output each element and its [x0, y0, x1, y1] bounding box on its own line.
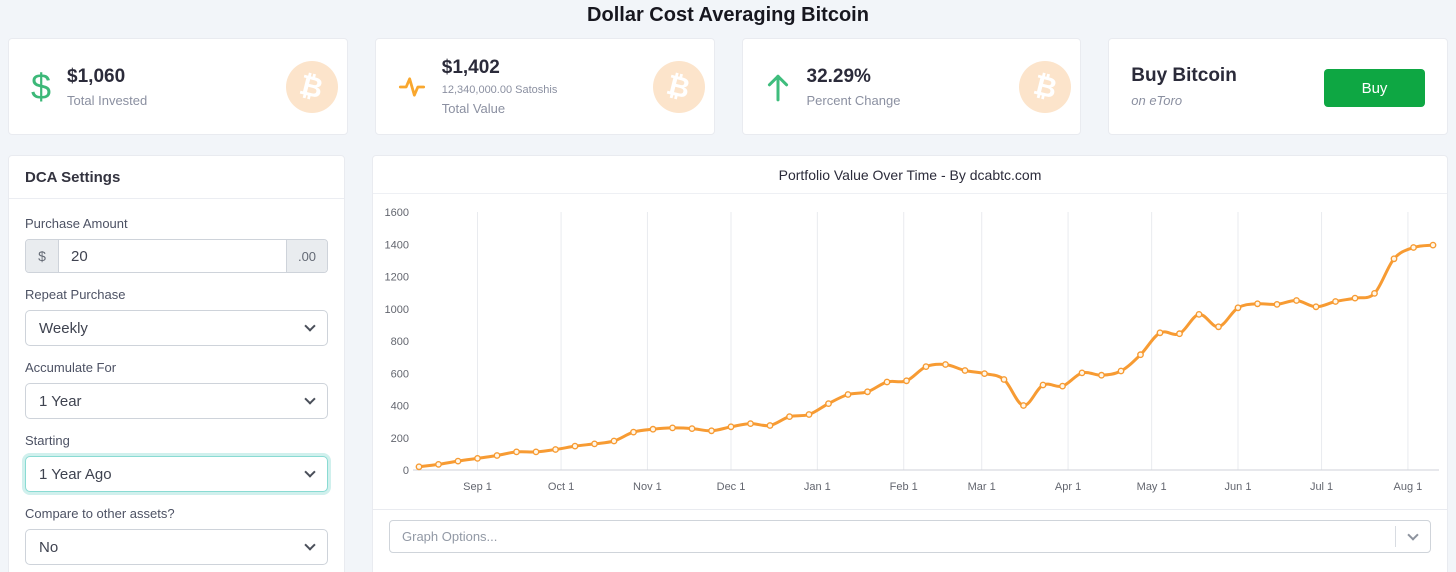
repeat-purchase-select[interactable]: Weekly	[25, 310, 328, 346]
svg-text:0: 0	[403, 465, 409, 477]
svg-text:800: 800	[391, 336, 409, 348]
page-title: Dollar Cost Averaging Bitcoin	[587, 4, 869, 26]
chevron-down-icon	[304, 393, 316, 405]
chart-panel: Portfolio Value Over Time - By dcabtc.co…	[372, 155, 1448, 572]
graph-options-select[interactable]: Graph Options...	[389, 520, 1431, 553]
accumulate-for-value: 1 Year	[39, 392, 82, 410]
repeat-purchase-label: Repeat Purchase	[25, 287, 126, 302]
bitcoin-watermark-icon: ₿	[652, 60, 705, 113]
starting-label: Starting	[25, 433, 70, 448]
compare-assets-label: Compare to other assets?	[25, 506, 175, 521]
bitcoin-watermark-icon: ₿	[1019, 60, 1072, 113]
svg-text:May 1: May 1	[1137, 481, 1167, 493]
card-percent-change: 32.29% Percent Change ₿	[741, 38, 1082, 135]
svg-text:Dec 1: Dec 1	[717, 481, 746, 493]
svg-text:Nov 1: Nov 1	[633, 481, 662, 493]
svg-text:Oct 1: Oct 1	[548, 481, 574, 493]
svg-text:400: 400	[391, 401, 409, 413]
starting-select[interactable]: 1 Year Ago	[25, 456, 328, 492]
svg-text:Jul 1: Jul 1	[1310, 481, 1333, 493]
purchase-amount-group: $ .00	[25, 239, 328, 273]
currency-prefix: $	[26, 240, 59, 272]
purchase-amount-label: Purchase Amount	[25, 216, 128, 231]
card-buy-bitcoin: Buy Bitcoin on eToro Buy	[1108, 38, 1448, 135]
buy-bitcoin-subtitle: on eToro	[1131, 93, 1183, 108]
chevron-down-icon	[304, 320, 316, 332]
bitcoin-watermark-icon: ₿	[285, 60, 338, 113]
total-value-satoshis: 12,340,000.00 Satoshis	[441, 84, 558, 96]
purchase-amount-input[interactable]	[59, 240, 286, 272]
svg-text:Jun 1: Jun 1	[1225, 481, 1252, 493]
arrow-up-icon	[765, 72, 791, 102]
accumulate-for-select[interactable]: 1 Year	[25, 383, 328, 419]
compare-assets-value: No	[39, 538, 59, 556]
repeat-purchase-value: Weekly	[39, 319, 88, 337]
dca-settings-title: DCA Settings	[9, 156, 344, 199]
stat-cards-row: $ $1,060 Total Invested ₿ $1,402 12,340,…	[0, 38, 1456, 135]
card-total-invested: $ $1,060 Total Invested ₿	[8, 38, 348, 135]
total-value-amount: $1,402	[441, 57, 500, 78]
buy-button[interactable]: Buy	[1324, 69, 1425, 107]
accumulate-for-label: Accumulate For	[25, 360, 117, 375]
svg-text:Sep 1: Sep 1	[463, 481, 492, 493]
activity-icon	[398, 73, 426, 101]
percent-change-value: 32.29%	[806, 65, 871, 87]
total-invested-value: $1,060	[67, 65, 126, 87]
svg-text:Mar 1: Mar 1	[968, 481, 996, 493]
starting-value: 1 Year Ago	[39, 465, 112, 483]
dca-settings-panel: DCA Settings Purchase Amount $ .00 Repea…	[8, 155, 345, 572]
divider	[1395, 526, 1396, 547]
svg-text:600: 600	[391, 368, 409, 380]
svg-text:Apr 1: Apr 1	[1055, 481, 1081, 493]
svg-text:Feb 1: Feb 1	[890, 481, 918, 493]
chevron-down-icon	[304, 539, 316, 551]
graph-options-placeholder: Graph Options...	[402, 529, 498, 544]
svg-text:Aug 1: Aug 1	[1394, 481, 1423, 493]
card-total-value: $1,402 12,340,000.00 Satoshis Total Valu…	[374, 38, 715, 135]
total-invested-label: Total Invested	[67, 92, 148, 108]
svg-text:1400: 1400	[385, 239, 409, 251]
total-value-label: Total Value	[441, 101, 506, 116]
percent-change-label: Percent Change	[806, 92, 901, 108]
svg-text:Jan 1: Jan 1	[804, 481, 831, 493]
chevron-down-icon	[1396, 529, 1430, 541]
chart-title: Portfolio Value Over Time - By dcabtc.co…	[373, 156, 1447, 194]
chevron-down-icon	[304, 466, 316, 478]
compare-assets-select[interactable]: No	[25, 529, 328, 565]
portfolio-chart-svg: Sep 1 Oct 1 Nov 1 Dec 1 Jan 1 Feb 1 Mar 1 Apr 1…	[385, 207, 1439, 493]
cents-suffix: .00	[286, 240, 327, 272]
svg-text:200: 200	[391, 433, 409, 445]
dollar-icon: $	[31, 65, 52, 107]
svg-text:1000: 1000	[385, 304, 409, 316]
buy-bitcoin-title: Buy Bitcoin	[1131, 65, 1237, 86]
portfolio-chart: Sep 1 Oct 1 Nov 1 Dec 1 Jan 1 Feb 1 Mar 1 Apr 1…	[373, 194, 1447, 510]
svg-text:1600: 1600	[385, 207, 409, 219]
svg-text:1200: 1200	[385, 272, 409, 284]
